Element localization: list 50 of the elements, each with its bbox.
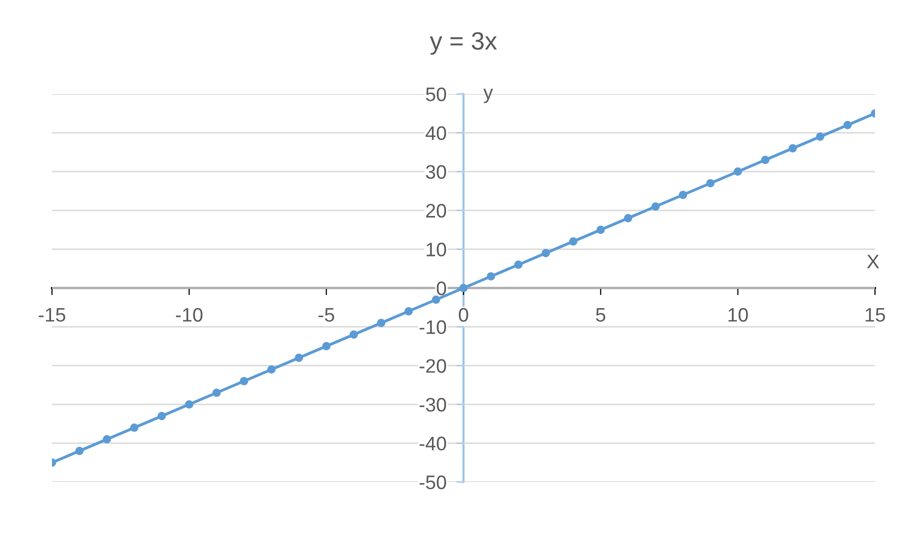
y-tick-label: 20 xyxy=(426,204,446,218)
point xyxy=(788,144,797,152)
x-tick-label: -5 xyxy=(318,308,334,322)
y-tick-label: 40 xyxy=(426,126,446,140)
point xyxy=(569,237,578,246)
point xyxy=(350,330,358,339)
x-axis-title: X xyxy=(866,254,880,268)
x-tick-label: 5 xyxy=(596,308,606,322)
point xyxy=(102,435,112,444)
y-tick-label: -30 xyxy=(420,398,446,412)
point xyxy=(651,202,660,211)
point xyxy=(212,388,221,397)
y-tick-label: 0 xyxy=(436,281,446,296)
y-tick-label: -40 xyxy=(420,436,446,450)
point xyxy=(596,226,605,234)
point xyxy=(240,376,248,386)
y-tick-label: -20 xyxy=(420,359,446,373)
y-tick-label: -10 xyxy=(420,320,446,334)
x-tick-label: 0 xyxy=(458,308,468,322)
point xyxy=(294,354,304,362)
x-tick-label: -10 xyxy=(176,308,202,322)
point xyxy=(486,272,496,281)
point xyxy=(816,132,824,141)
x-tick-label: 15 xyxy=(866,308,885,322)
point xyxy=(130,424,138,432)
point xyxy=(267,365,276,374)
point xyxy=(706,179,715,188)
point xyxy=(843,120,852,130)
point xyxy=(377,318,386,328)
point xyxy=(185,400,194,409)
point xyxy=(542,248,550,258)
point xyxy=(158,412,166,420)
y-tick-label: 10 xyxy=(426,242,446,256)
chart-title: y = 3x xyxy=(430,32,497,55)
point xyxy=(624,214,632,222)
x-tick-label: 10 xyxy=(728,308,748,322)
point xyxy=(678,190,688,200)
point xyxy=(514,260,523,269)
point xyxy=(761,156,770,164)
y-tick-label: 30 xyxy=(426,165,446,179)
point xyxy=(734,167,742,176)
point xyxy=(459,284,468,292)
point xyxy=(322,342,330,350)
y-tick-label: 50 xyxy=(426,87,446,102)
point xyxy=(432,295,440,304)
y-tick-label: -50 xyxy=(420,475,446,490)
x-tick-label: -15 xyxy=(38,308,66,322)
point xyxy=(75,446,84,456)
y-axis-title: y xyxy=(483,88,494,104)
point xyxy=(404,307,413,316)
